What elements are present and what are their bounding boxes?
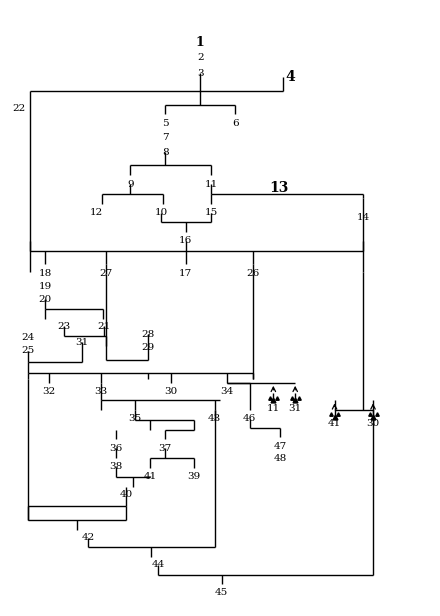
Text: 8: 8: [162, 148, 169, 156]
Text: 14: 14: [357, 213, 370, 222]
Text: 26: 26: [246, 269, 260, 278]
Text: 28: 28: [141, 330, 154, 339]
Text: 15: 15: [205, 208, 218, 217]
Text: 3: 3: [197, 69, 204, 78]
Text: 38: 38: [109, 462, 123, 471]
Text: 6: 6: [232, 118, 238, 128]
Text: 2: 2: [197, 54, 204, 62]
Text: 27: 27: [100, 269, 113, 278]
Text: 37: 37: [159, 444, 172, 453]
Text: 35: 35: [128, 415, 141, 423]
Text: 23: 23: [57, 322, 70, 331]
Text: 31: 31: [289, 403, 302, 413]
Text: 31: 31: [76, 338, 89, 347]
Text: 12: 12: [90, 208, 103, 217]
Text: 40: 40: [119, 490, 132, 500]
Text: 42: 42: [81, 533, 95, 542]
Text: 4: 4: [285, 70, 295, 84]
Text: 16: 16: [179, 237, 193, 245]
Text: 47: 47: [274, 442, 287, 451]
Text: 11: 11: [205, 180, 218, 189]
Text: 24: 24: [21, 333, 34, 342]
Text: 41: 41: [143, 472, 157, 481]
Text: 25: 25: [21, 346, 34, 355]
Text: 30: 30: [165, 387, 178, 396]
Text: 19: 19: [38, 282, 52, 291]
Text: 5: 5: [162, 118, 169, 128]
Text: 44: 44: [151, 561, 165, 569]
Text: 48: 48: [274, 455, 287, 463]
Text: 20: 20: [38, 294, 52, 304]
Text: 17: 17: [179, 269, 193, 278]
Text: 30: 30: [367, 419, 380, 428]
Text: 9: 9: [127, 180, 134, 189]
Text: 33: 33: [95, 387, 108, 396]
Text: 10: 10: [154, 208, 168, 217]
Text: 21: 21: [97, 322, 110, 331]
Text: 7: 7: [162, 133, 169, 142]
Text: 39: 39: [187, 472, 200, 481]
Text: 34: 34: [220, 387, 233, 396]
Text: 11: 11: [267, 403, 280, 413]
Text: 1: 1: [196, 36, 205, 49]
Text: 46: 46: [243, 415, 257, 423]
Text: 43: 43: [208, 415, 221, 423]
Text: 13: 13: [269, 181, 289, 195]
Text: 18: 18: [38, 269, 52, 278]
Text: 36: 36: [109, 444, 123, 453]
Text: 45: 45: [215, 588, 228, 597]
Text: 22: 22: [12, 104, 26, 113]
Text: 41: 41: [328, 419, 341, 428]
Text: 32: 32: [42, 387, 55, 396]
Text: 29: 29: [141, 343, 154, 352]
